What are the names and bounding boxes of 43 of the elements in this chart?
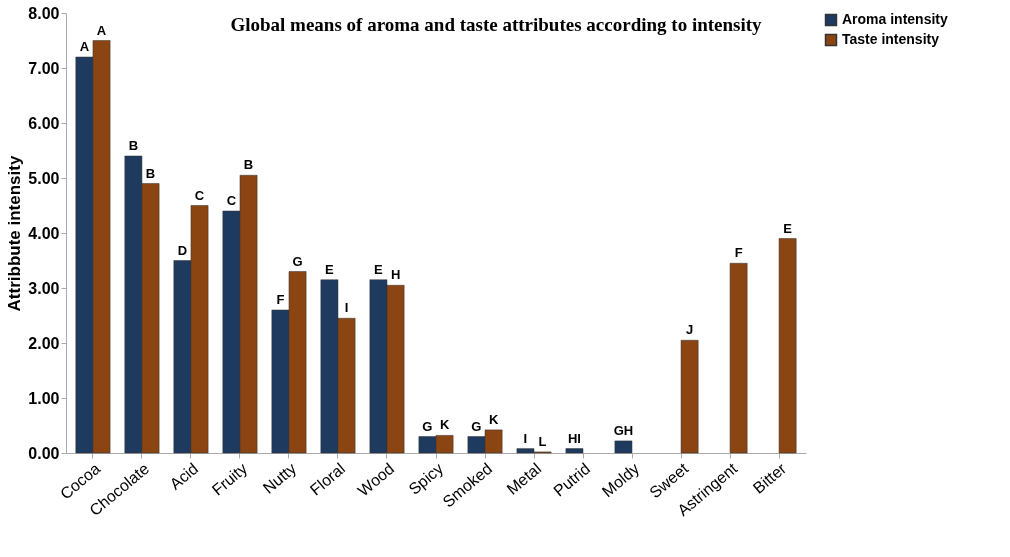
data-label: B [128,138,139,153]
y-tick-label: 6.00 [28,114,60,132]
data-label: A [96,22,107,38]
data-label: F [276,292,285,307]
y-axis-title: Attribbute intensity [5,155,25,312]
data-label: C [226,193,237,208]
bar [614,440,633,454]
data-label: L [538,433,547,449]
data-label: E [374,261,384,277]
y-tick-label: 5.00 [28,169,60,187]
data-label: GH [613,422,634,438]
data-label: HI [567,430,581,446]
y-tick-label: 8.00 [28,4,60,22]
legend-label: Aroma intensity [842,11,949,27]
y-tick-label: 2.00 [28,334,60,352]
chart-title: Global means of aroma and taste attributes according to intensity [230,14,763,35]
bar [729,263,748,454]
data-label: I [523,430,528,446]
data-label: K [439,417,450,433]
data-label: J [685,322,694,338]
bar [680,340,699,454]
data-label: B [145,165,156,181]
data-label: F [734,245,743,261]
data-label: K [488,411,499,427]
data-label: G [471,418,482,434]
data-label: C [194,187,205,203]
legend-label: Taste intensity [842,31,940,47]
bar [565,448,584,454]
data-label: G [422,418,433,434]
data-label: A [79,39,90,54]
data-label: B [243,157,254,173]
y-tick-label: 7.00 [28,59,60,77]
data-label: E [325,261,335,277]
y-tick-label: 3.00 [28,279,60,297]
y-tick-label: 1.00 [28,389,60,407]
bar [778,238,797,454]
data-label: D [177,242,188,258]
data-label: H [390,267,401,283]
data-label: E [783,220,793,236]
data-label: G [292,253,303,269]
y-tick-label: 4.00 [28,224,60,242]
data-label: I [344,300,349,316]
y-tick-label: 0.00 [28,444,60,462]
